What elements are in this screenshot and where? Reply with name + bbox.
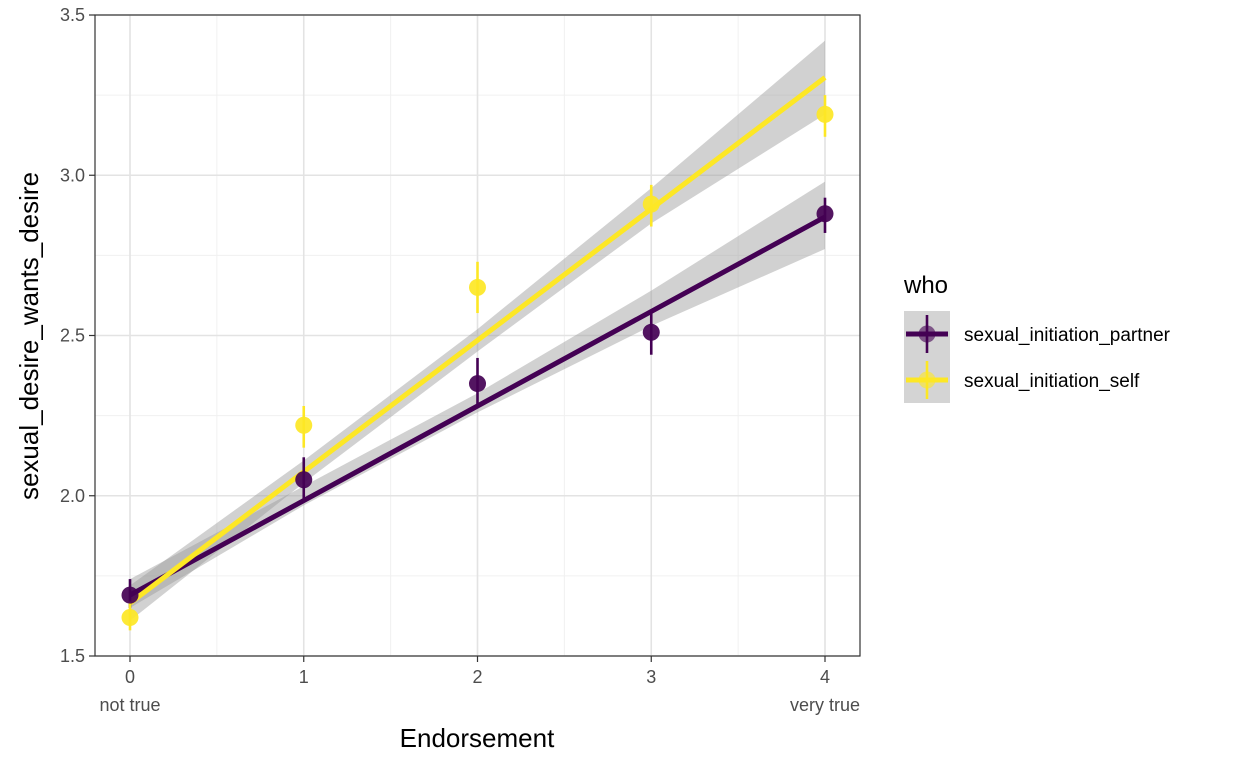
y-tick-label: 3.0: [60, 165, 85, 185]
y-axis: 1.5 2.0 2.5 3.0 3.5: [60, 5, 95, 666]
fit-line: [128, 75, 827, 606]
data-point: [469, 375, 486, 393]
data-point: [295, 471, 313, 489]
legend-key-point: [918, 371, 936, 389]
x-tick-label: 4: [820, 667, 830, 687]
x-tick-sublabel: not true: [99, 695, 160, 715]
data-points: [121, 105, 834, 627]
data-point: [121, 586, 139, 604]
data-point: [816, 205, 834, 223]
legend: who sexual_initiation_partnersexual_init…: [903, 272, 1171, 403]
x-tick-label: 0: [125, 667, 135, 687]
legend-items: sexual_initiation_partner sexual_initiati…: [904, 311, 1171, 403]
x-axis: 0 not true 1 2 3 4 very true: [99, 656, 860, 715]
x-tick-label: 3: [646, 667, 656, 687]
data-point: [816, 105, 834, 123]
x-tick-label: 1: [299, 667, 309, 687]
data-point: [469, 278, 486, 296]
legend-key-point: [918, 325, 936, 343]
legend-title: who: [903, 272, 948, 299]
x-axis-title: Endorsement: [400, 723, 555, 753]
x-tick-label: 2: [472, 667, 482, 687]
data-point: [642, 323, 660, 341]
y-tick-label: 2.5: [60, 326, 85, 346]
data-point: [642, 195, 660, 213]
legend-label: sexual_initiation_self: [964, 371, 1140, 392]
y-tick-label: 3.5: [60, 5, 85, 25]
x-tick-sublabel: very true: [790, 695, 860, 715]
y-axis-title: sexual_desire_wants_desire: [14, 172, 44, 500]
data-point: [121, 609, 139, 627]
legend-label: sexual_initiation_partner: [964, 325, 1171, 346]
data-point: [295, 416, 313, 434]
y-tick-label: 1.5: [60, 646, 85, 666]
y-tick-label: 2.0: [60, 486, 85, 506]
